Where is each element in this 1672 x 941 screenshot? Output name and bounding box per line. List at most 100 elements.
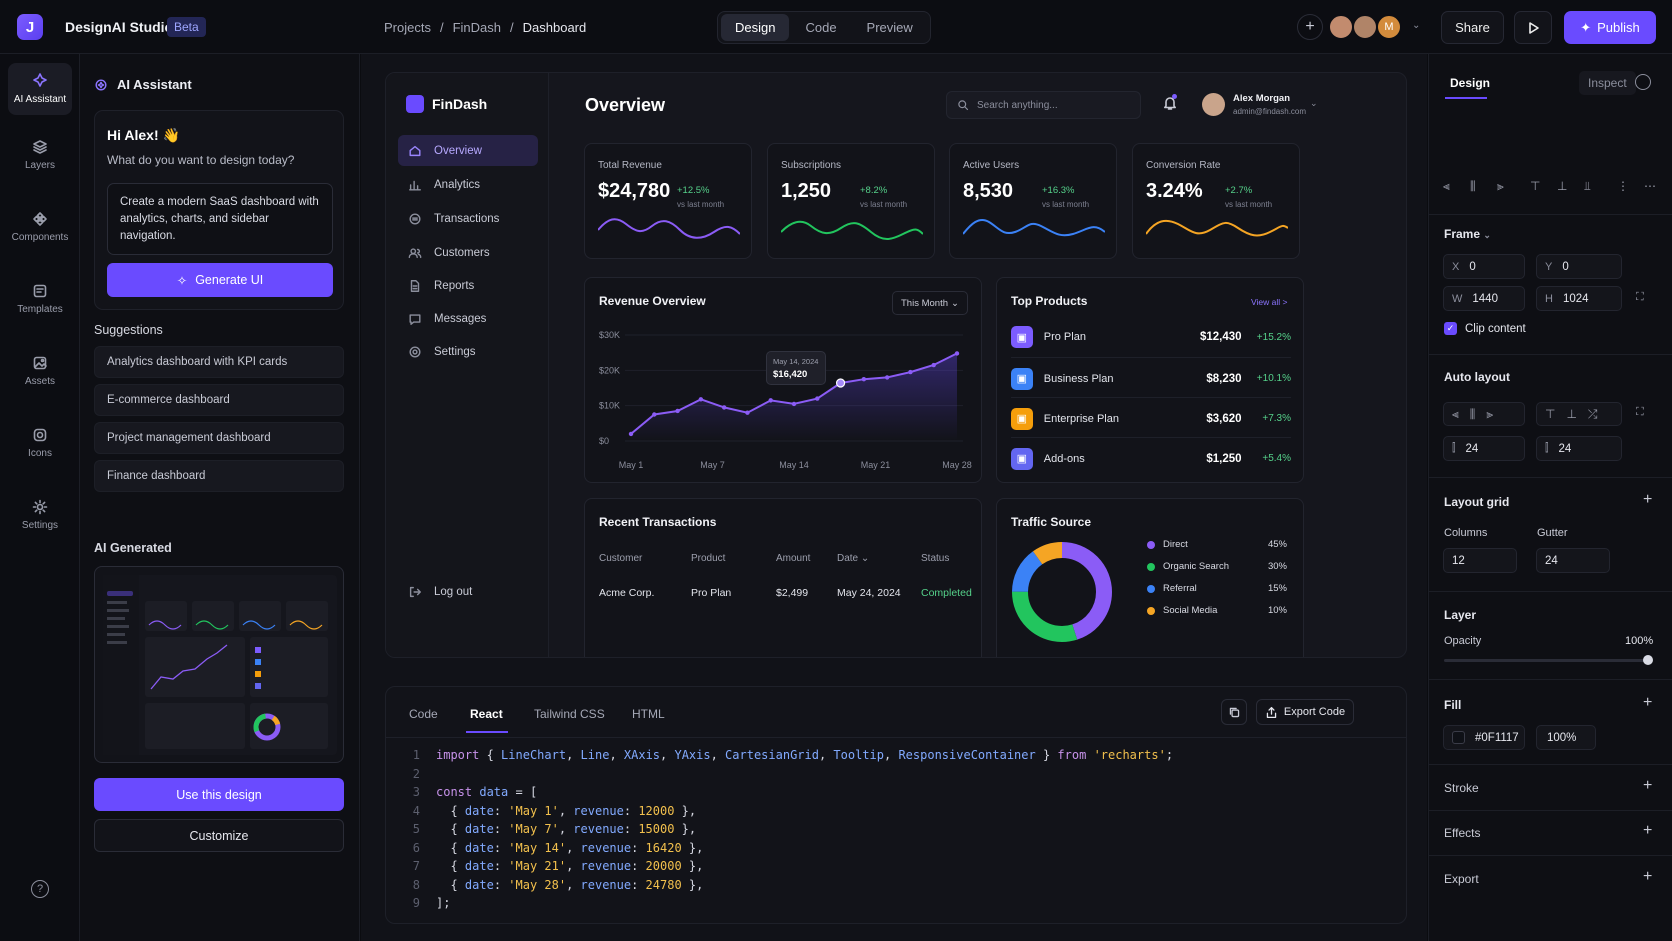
rail-templates[interactable]: Templates [8, 273, 72, 325]
kpi-card[interactable]: Subscriptions 1,250 +8.2% vs last month [767, 143, 935, 259]
align-left-icon[interactable]: ⫷ [1452, 406, 1459, 421]
fill-color-field[interactable]: #0F1117 [1443, 725, 1525, 750]
color-swatch[interactable] [1452, 731, 1465, 744]
layout-settings-icon[interactable]: ⛶ [1636, 406, 1644, 418]
suggestion-item[interactable]: Finance dashboard [94, 460, 344, 492]
add-layout-grid-icon[interactable]: + [1643, 491, 1653, 508]
tab-html[interactable]: HTML [632, 707, 665, 721]
align-left-icon[interactable]: ⫷ [1443, 178, 1450, 193]
columns-field[interactable]: 12 [1443, 548, 1517, 573]
breadcrumb-projects[interactable]: Projects [384, 20, 431, 35]
data-point[interactable] [745, 410, 750, 415]
data-point[interactable] [931, 362, 936, 368]
tab-design[interactable]: Design [1450, 76, 1491, 90]
kpi-card[interactable]: Conversion Rate 3.24% +2.7% vs last mont… [1132, 143, 1300, 259]
gap-field[interactable]: ⫿ 24 [1443, 436, 1525, 461]
circle-icon[interactable] [1635, 74, 1651, 90]
gutter-field[interactable]: 24 [1536, 548, 1610, 573]
product-row[interactable]: ▣ Pro Plan $12,430 +15.2% [1011, 316, 1291, 358]
add-collaborator-button[interactable]: + [1297, 14, 1323, 40]
add-effect-icon[interactable]: + [1643, 822, 1653, 839]
data-point[interactable] [768, 398, 773, 403]
nav-item-settings[interactable]: Settings [398, 336, 538, 367]
kpi-card[interactable]: Total Revenue $24,780 +12.5% vs last mon… [584, 143, 752, 259]
tab-code[interactable]: Code [409, 707, 438, 721]
add-stroke-icon[interactable]: + [1643, 777, 1653, 794]
play-button[interactable] [1514, 11, 1552, 44]
nav-item-transactions[interactable]: Transactions [398, 203, 538, 234]
search-input[interactable]: Search anything... [946, 91, 1141, 119]
help-icon[interactable]: ? [31, 880, 49, 898]
product-row[interactable]: ▣ Business Plan $8,230 +10.1% [1011, 357, 1291, 399]
rail-ai-assistant[interactable]: AI Assistant [8, 63, 72, 115]
donut-slice[interactable] [1012, 542, 1112, 642]
breadcrumb-findash[interactable]: FinDash [452, 20, 502, 35]
nav-item-overview[interactable]: Overview [398, 135, 538, 166]
tab-design[interactable]: Design [721, 14, 790, 41]
align-bottom-icon[interactable]: ⫫ [1584, 178, 1591, 193]
wrap-icon[interactable]: ⤮ [1587, 406, 1598, 421]
table-header[interactable]: Date ⌄ [837, 553, 870, 564]
align-middle-icon[interactable]: ⊥ [1566, 407, 1577, 421]
suggestion-item[interactable]: E-commerce dashboard [94, 384, 344, 416]
align-right-icon[interactable]: ⫸ [1497, 178, 1504, 193]
logout-button[interactable]: Log out [398, 576, 538, 607]
tab-code[interactable]: Code [805, 20, 837, 35]
rail-icons[interactable]: Icons [8, 417, 72, 469]
prompt-input[interactable]: Create a modern SaaS dashboard with anal… [107, 183, 333, 255]
data-point[interactable] [884, 375, 890, 380]
kpi-card[interactable]: Active Users 8,530 +16.3% vs last month [949, 143, 1117, 259]
table-header[interactable]: Status [921, 553, 950, 564]
nav-item-analytics[interactable]: Analytics [398, 169, 538, 200]
export-code-button[interactable]: Export Code [1256, 699, 1354, 725]
suggestion-item[interactable]: Analytics dashboard with KPI cards [94, 346, 344, 378]
collaborator-avatars[interactable]: M [1328, 14, 1402, 40]
share-button[interactable]: Share [1441, 11, 1504, 44]
distribute-icon[interactable]: ⋮ [1617, 179, 1629, 193]
use-this-design-button[interactable]: Use this design [94, 778, 344, 811]
data-point[interactable] [652, 412, 657, 417]
data-point[interactable] [954, 351, 960, 356]
rail-layers[interactable]: Layers [8, 129, 72, 181]
chevron-down-icon[interactable]: ⌄ [1412, 20, 1421, 31]
table-header[interactable]: Customer [599, 553, 643, 564]
data-point[interactable] [861, 376, 867, 382]
suggestion-item[interactable]: Project management dashboard [94, 422, 344, 454]
avatar[interactable] [1202, 93, 1225, 116]
frame-label[interactable]: Frame ⌄ [1444, 227, 1491, 241]
data-point[interactable] [835, 378, 846, 388]
traffic-donut-chart[interactable] [1007, 537, 1117, 647]
data-point[interactable] [721, 405, 727, 410]
notification-button[interactable] [1162, 94, 1178, 114]
table-header[interactable]: Amount [776, 553, 811, 564]
tab-react[interactable]: React [470, 707, 503, 721]
data-point[interactable] [675, 408, 680, 414]
tab-tailwind[interactable]: Tailwind CSS [534, 707, 605, 721]
tab-preview[interactable]: Preview [866, 20, 913, 35]
data-point[interactable] [815, 396, 820, 401]
product-row[interactable]: ▣ Enterprise Plan $3,620 +7.3% [1011, 397, 1291, 439]
chevron-down-icon[interactable]: ⌄ [1310, 98, 1318, 108]
period-select[interactable]: This Month ⌄ [892, 291, 968, 315]
align-top-icon[interactable]: ⊤ [1530, 179, 1541, 193]
resize-icon[interactable]: ⛶ [1636, 291, 1644, 303]
align-right-icon[interactable]: ⫸ [1486, 406, 1494, 421]
table-header[interactable]: Product [691, 553, 726, 564]
view-all-link[interactable]: View all > [1251, 297, 1288, 307]
align-top-icon[interactable]: ⊤ [1545, 407, 1556, 421]
width-field[interactable]: W 1440 [1443, 286, 1525, 311]
fill-opacity-field[interactable]: 100% [1536, 725, 1596, 750]
height-field[interactable]: H 1024 [1536, 286, 1622, 311]
generate-ui-button[interactable]: ✧ Generate UI [107, 263, 333, 297]
dashboard-preview[interactable]: FinDash Overview Analytics Transactions … [385, 72, 1407, 658]
align-center-icon[interactable]: ⫼ [1469, 406, 1476, 421]
generated-design-thumbnail[interactable] [94, 566, 344, 763]
app-logo[interactable]: J [17, 14, 43, 40]
distribute-vertical-icon[interactable]: ⋯ [1644, 179, 1656, 193]
copy-button[interactable] [1221, 699, 1247, 725]
rail-settings[interactable]: Settings [8, 489, 72, 541]
rail-components[interactable]: Components [8, 201, 72, 253]
add-fill-icon[interactable]: + [1643, 694, 1653, 711]
